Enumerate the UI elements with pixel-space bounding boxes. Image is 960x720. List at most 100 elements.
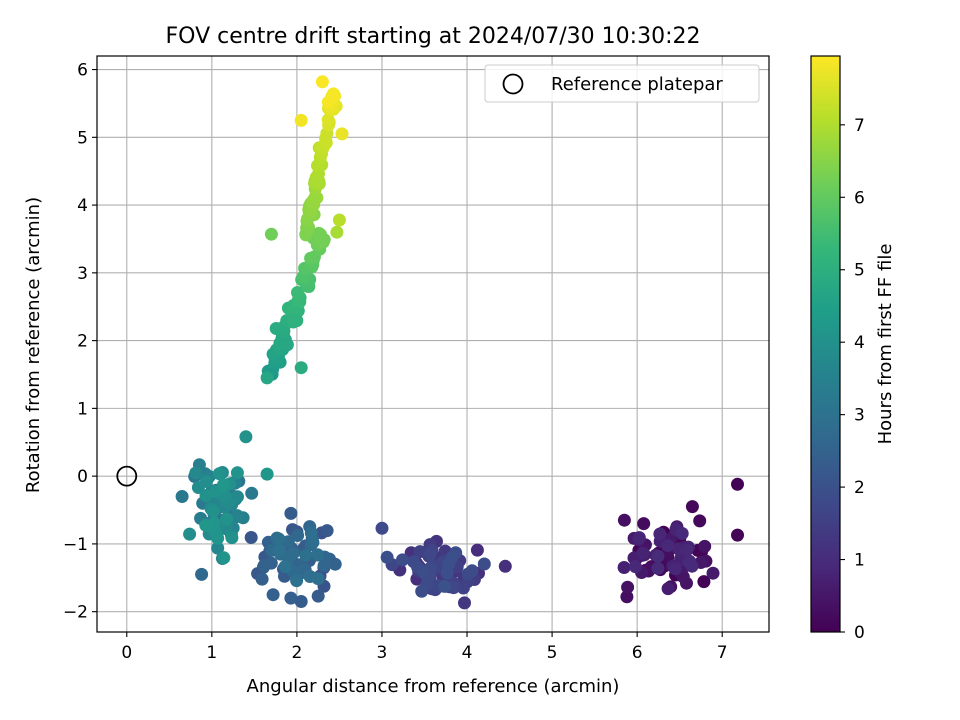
data-point: [294, 361, 308, 375]
data-point: [697, 575, 711, 589]
y-tick-label: −2: [63, 603, 88, 623]
colorbar-tick-label: 0: [854, 623, 865, 643]
data-point: [260, 467, 274, 481]
x-axis-label: Angular distance from reference (arcmin): [247, 676, 620, 697]
data-point: [321, 113, 335, 127]
data-point: [661, 582, 675, 596]
data-point: [264, 227, 278, 241]
data-point: [621, 580, 635, 594]
y-tick-label: 4: [77, 196, 88, 216]
data-point: [230, 466, 244, 480]
y-tick-label: 6: [77, 61, 88, 81]
data-point: [458, 596, 471, 610]
data-point: [676, 570, 690, 584]
data-point: [332, 213, 346, 227]
data-point: [291, 529, 305, 542]
colorbar: [810, 55, 841, 633]
data-point: [199, 518, 213, 532]
x-tick-label: 2: [291, 643, 302, 663]
data-point: [498, 559, 512, 573]
data-point: [290, 574, 304, 588]
chart-title: FOV centre drift starting at 2024/07/30 …: [166, 24, 701, 49]
data-point: [465, 564, 479, 578]
y-axis-ticks: −2 −1 0 1 2 3 4 5 6: [63, 61, 97, 623]
data-point: [211, 531, 225, 545]
colorbar-tick-label: 1: [854, 551, 865, 571]
legend-label: Reference platepar: [551, 74, 723, 95]
data-point: [239, 430, 253, 444]
legend-box: [484, 64, 760, 103]
data-point: [380, 550, 394, 564]
data-point: [284, 591, 298, 605]
data-point: [680, 543, 694, 557]
y-axis-label: Rotation from reference (arcmin): [23, 197, 44, 493]
data-point: [698, 539, 712, 553]
data-point: [731, 528, 744, 542]
data-point: [675, 527, 689, 540]
x-tick-label: 7: [717, 643, 728, 663]
colorbar-tick-label: 6: [854, 188, 865, 208]
data-point: [219, 490, 233, 504]
colorbar-ticks: 0 1 2 3 4 5 6 7: [840, 116, 865, 643]
data-point: [321, 95, 335, 109]
data-point: [617, 561, 631, 574]
y-tick-label: 2: [77, 332, 88, 352]
data-point: [668, 562, 682, 576]
y-tick-label: 5: [77, 128, 88, 148]
x-tick-label: 3: [377, 643, 388, 663]
data-point: [617, 513, 631, 527]
data-point: [706, 566, 720, 580]
data-point: [217, 551, 231, 565]
data-point: [294, 113, 308, 127]
x-axis-ticks: 0 1 2 3 4 5 6 7: [121, 632, 728, 663]
data-point: [685, 500, 699, 514]
data-point: [320, 524, 334, 538]
data-point: [413, 545, 427, 559]
data-point: [311, 548, 325, 562]
data-point: [195, 567, 209, 581]
data-point: [219, 522, 233, 536]
data-point: [375, 521, 389, 535]
data-point: [315, 75, 329, 89]
data-point: [211, 541, 225, 555]
data-point: [417, 565, 431, 579]
data-point: [653, 527, 667, 541]
colorbar-tick-label: 4: [854, 333, 865, 353]
data-point: [628, 560, 642, 574]
data-point: [294, 595, 308, 608]
data-point: [206, 504, 220, 518]
data-point: [272, 544, 286, 558]
data-point: [183, 527, 197, 541]
data-point: [311, 589, 325, 603]
data-point: [314, 234, 328, 248]
colorbar-tick-label: 7: [854, 116, 865, 136]
data-point: [272, 532, 286, 546]
data-point: [245, 486, 259, 500]
data-point: [255, 572, 269, 586]
data-point: [304, 251, 318, 265]
x-tick-label: 0: [121, 643, 132, 663]
data-point: [632, 531, 646, 545]
data-point: [636, 546, 650, 560]
x-tick-label: 1: [206, 643, 217, 663]
data-point: [620, 590, 634, 604]
data-point: [456, 581, 470, 595]
y-tick-label: −1: [63, 535, 88, 555]
data-point: [278, 560, 292, 573]
data-point: [220, 512, 234, 526]
data-point: [291, 286, 304, 299]
data-point: [731, 477, 744, 491]
data-point: [311, 572, 325, 586]
data-point: [260, 371, 274, 385]
legend: Reference platepar: [484, 64, 760, 103]
data-point: [225, 531, 239, 545]
data-point: [200, 475, 213, 488]
data-point: [299, 548, 313, 562]
data-point: [637, 517, 651, 531]
data-point: [651, 561, 665, 575]
x-tick-label: 5: [547, 643, 558, 663]
colorbar-tick-label: 5: [854, 261, 865, 281]
data-point: [284, 506, 298, 520]
data-point: [319, 136, 333, 150]
